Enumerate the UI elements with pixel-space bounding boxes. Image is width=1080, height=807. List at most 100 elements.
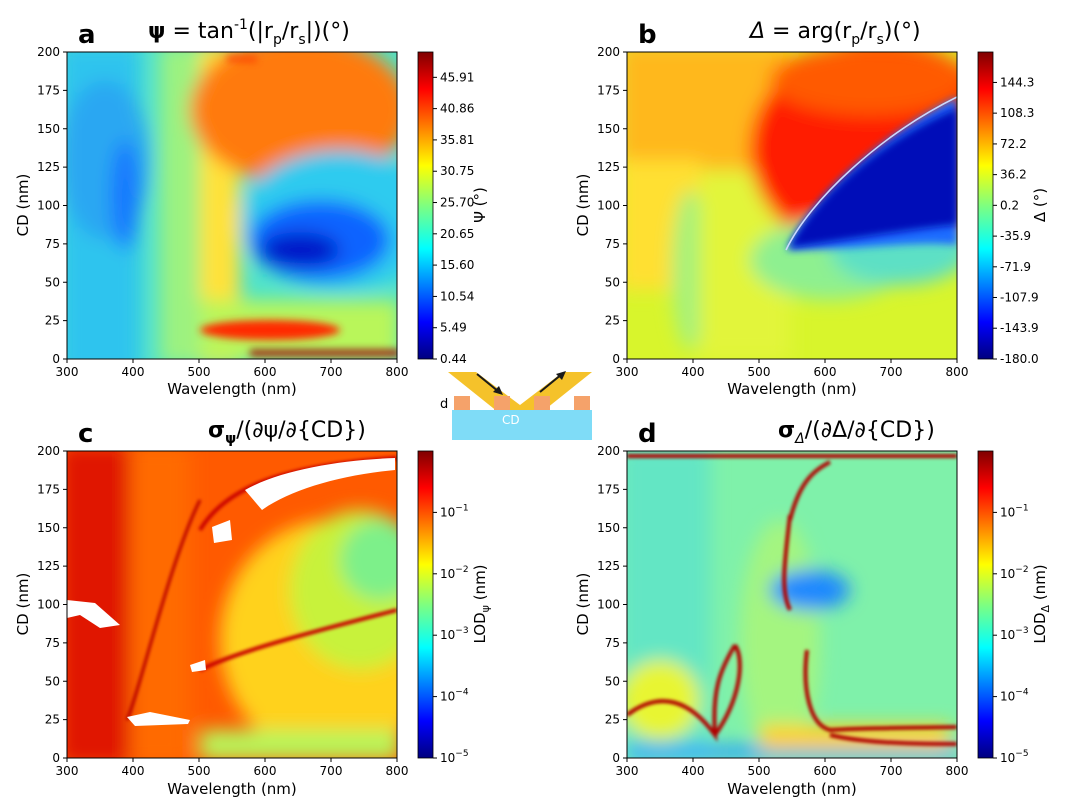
panel-label-a: a <box>78 20 96 50</box>
x-tick-label: 700 <box>320 764 343 778</box>
y-tick-label: 125 <box>37 559 60 573</box>
colorbar-c-label: LODψ (nm) <box>471 564 492 643</box>
x-tick-label: 800 <box>386 365 409 379</box>
colorbar-tick-label: 10−1 <box>1000 503 1029 519</box>
colorbar-d <box>977 450 994 759</box>
x-tick-label: 500 <box>188 365 211 379</box>
colorbar-b-label: Δ (°) <box>1031 188 1049 222</box>
colorbar-tick-label: 40.86 <box>440 102 474 116</box>
y-tick-label: 150 <box>597 122 620 136</box>
panel-c-heatmap <box>67 451 397 758</box>
colorbar-tick-label: -35.9 <box>1000 229 1031 243</box>
panel-a-heatmap <box>67 52 397 359</box>
inset-beam <box>448 372 592 420</box>
y-tick-label: 175 <box>37 482 60 496</box>
y-tick-label: 50 <box>605 275 620 289</box>
colorbar-tick-label: 0.44 <box>440 352 467 366</box>
y-tick-label: 25 <box>45 713 60 727</box>
y-tick-label: 175 <box>597 83 620 97</box>
panel-c-ylabel: CD (nm) <box>14 573 32 636</box>
colorbar-tick-label: 15.60 <box>440 258 474 272</box>
panel-b-heatmap <box>627 52 957 359</box>
colorbar-tick-label: 10−1 <box>440 503 469 519</box>
panel-a-ylabel: CD (nm) <box>14 174 32 237</box>
x-tick-label: 300 <box>56 365 79 379</box>
panel-b-xlabel: Wavelength (nm) <box>727 380 857 398</box>
y-tick-label: 100 <box>37 598 60 612</box>
x-tick-label: 400 <box>122 365 145 379</box>
colorbar-tick-label: 5.49 <box>440 321 467 335</box>
panel-b-title: Δ = arg(rp/rs)(°) <box>748 19 921 48</box>
x-tick-label: 800 <box>386 764 409 778</box>
panel-label-c: c <box>78 419 93 449</box>
panel-c-title: σψ/(∂ψ/∂{CD}) <box>208 418 366 447</box>
colorbar-d-label: LODΔ (nm) <box>1031 564 1052 643</box>
y-tick-label: 100 <box>37 199 60 213</box>
x-tick-label: 600 <box>814 365 837 379</box>
panel-label-b: b <box>638 20 657 50</box>
colorbar-tick-label: -71.9 <box>1000 260 1031 274</box>
colorbar-c <box>417 450 434 759</box>
inset-cd-label: CD <box>502 413 520 427</box>
axis-ticks: 300 400 500 600 700 800 0 25 50 75 100 125 150 175 200… <box>37 45 1039 778</box>
y-tick-label: 50 <box>605 674 620 688</box>
colorbar-tick-label: 10−4 <box>1000 688 1029 704</box>
panel-d-xlabel: Wavelength (nm) <box>727 780 857 798</box>
y-tick-label: 75 <box>45 237 60 251</box>
colorbar-tick-label: 108.3 <box>1000 106 1034 120</box>
colorbar-tick-label: -180.0 <box>1000 352 1039 366</box>
y-tick-label: 200 <box>597 444 620 458</box>
y-tick-label: 125 <box>597 160 620 174</box>
y-tick-label: 75 <box>605 237 620 251</box>
panel-d-title: σΔ/(∂Δ/∂{CD}) <box>778 418 935 447</box>
x-tick-label: 300 <box>616 365 639 379</box>
inset-diagram: d CD <box>440 371 592 440</box>
y-tick-label: 125 <box>37 160 60 174</box>
colorbar-a-label: Ψ (°) <box>471 187 489 223</box>
x-tick-label: 800 <box>946 365 969 379</box>
inset-grating-bar <box>574 396 590 410</box>
panel-d-heatmap <box>627 451 957 758</box>
y-tick-label: 75 <box>605 636 620 650</box>
x-tick-label: 600 <box>814 764 837 778</box>
y-tick-label: 25 <box>605 713 620 727</box>
y-tick-label: 200 <box>37 444 60 458</box>
x-tick-label: 500 <box>188 764 211 778</box>
inset-substrate <box>452 410 592 440</box>
colorbar-tick-label: 45.91 <box>440 70 474 84</box>
y-tick-label: 150 <box>37 521 60 535</box>
panel-d-ylabel: CD (nm) <box>574 573 592 636</box>
y-tick-label: 50 <box>45 275 60 289</box>
y-tick-label: 175 <box>37 83 60 97</box>
x-tick-label: 500 <box>748 365 771 379</box>
colorbar-tick-label: 0.2 <box>1000 198 1019 212</box>
x-tick-label: 300 <box>56 764 79 778</box>
colorbar-tick-label: -143.9 <box>1000 321 1039 335</box>
colorbar-tick-label: 72.2 <box>1000 137 1027 151</box>
x-tick-label: 800 <box>946 764 969 778</box>
colorbar-tick-label: 25.70 <box>440 196 474 210</box>
inset-incident-arrowhead <box>493 386 503 395</box>
y-tick-label: 150 <box>37 122 60 136</box>
y-tick-label: 150 <box>597 521 620 535</box>
inset-reflected-arrow <box>539 373 563 393</box>
y-tick-label: 0 <box>612 352 620 366</box>
colorbar-tick-label: -107.9 <box>1000 291 1039 305</box>
colorbar-tick-label: 10−4 <box>440 688 469 704</box>
y-tick-label: 25 <box>45 314 60 328</box>
inset-grating-bar <box>494 396 510 410</box>
colorbar-tick-label: 10−2 <box>1000 565 1029 581</box>
x-tick-label: 700 <box>320 365 343 379</box>
colorbar-tick-label: 20.65 <box>440 227 474 241</box>
colorbar-tick-label: 30.75 <box>440 164 474 178</box>
x-tick-label: 400 <box>682 764 705 778</box>
colorbar-tick-label: 144.3 <box>1000 75 1034 89</box>
inset-grating-bar <box>534 396 550 410</box>
x-tick-label: 400 <box>682 365 705 379</box>
x-tick-label: 500 <box>748 764 771 778</box>
colorbar-tick-label: 10−5 <box>1000 749 1029 765</box>
inset-incident-arrow <box>476 373 500 393</box>
x-tick-label: 400 <box>122 764 145 778</box>
colorbar-tick-label: 35.81 <box>440 133 474 147</box>
